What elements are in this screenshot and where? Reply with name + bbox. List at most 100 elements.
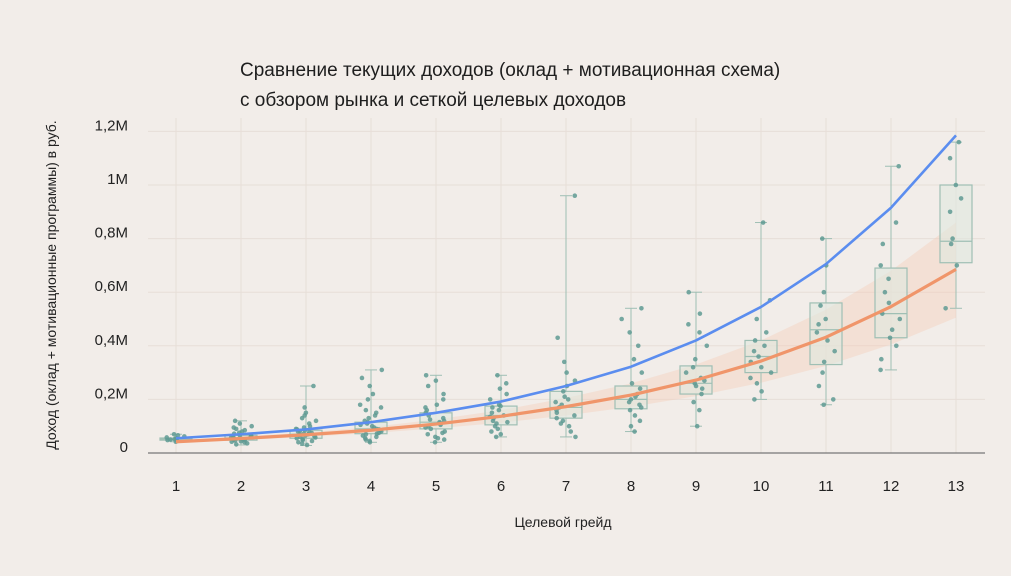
data-point — [947, 209, 953, 215]
data-point — [427, 417, 433, 422]
data-point — [313, 418, 319, 424]
data-point — [821, 402, 826, 408]
data-point — [487, 397, 493, 402]
data-point — [496, 402, 502, 408]
data-point — [423, 372, 429, 378]
data-point — [423, 405, 428, 410]
data-point — [489, 410, 495, 416]
data-point — [572, 193, 578, 199]
y-axis-label: Доход (оклад + мотивационные программы) … — [43, 120, 59, 449]
data-point — [495, 372, 500, 378]
data-point — [947, 155, 953, 161]
data-point — [425, 383, 431, 389]
data-point — [683, 370, 689, 375]
data-point — [686, 289, 692, 295]
data-point — [497, 386, 503, 391]
data-point — [639, 305, 644, 311]
y-tick-label: 0,2M — [95, 385, 128, 402]
data-point — [440, 397, 446, 402]
data-point — [632, 429, 637, 434]
data-point — [878, 367, 883, 373]
data-point — [561, 359, 567, 365]
data-point — [379, 367, 385, 373]
x-tick-label: 10 — [753, 478, 770, 495]
data-point — [560, 389, 566, 394]
data-point — [637, 386, 643, 391]
data-point — [697, 311, 703, 316]
data-point — [637, 418, 643, 424]
data-point — [299, 441, 305, 446]
data-point — [821, 289, 827, 295]
data-point — [440, 415, 446, 421]
x-tick-label: 8 — [627, 478, 635, 495]
data-point — [950, 236, 955, 241]
data-point — [759, 389, 764, 394]
data-point — [760, 220, 766, 225]
data-point — [953, 182, 959, 188]
data-point — [242, 427, 248, 433]
data-point — [816, 322, 821, 327]
x-tick-label: 9 — [692, 478, 700, 495]
data-point — [887, 335, 893, 341]
chart-title-line-1: Сравнение текущих доходов (оклад + мотив… — [240, 60, 781, 81]
data-point — [433, 378, 439, 383]
y-tick-label: 0,4M — [95, 332, 128, 349]
data-point — [943, 305, 948, 311]
data-point — [311, 383, 316, 389]
data-point — [628, 423, 634, 429]
data-point — [752, 338, 758, 343]
data-point — [237, 421, 243, 426]
data-point — [637, 402, 642, 408]
series-lines — [175, 134, 957, 444]
data-point — [886, 276, 891, 282]
data-point — [694, 423, 700, 429]
data-point — [752, 397, 757, 402]
data-point — [365, 397, 371, 402]
data-point — [441, 437, 447, 442]
data-point — [958, 196, 964, 201]
data-point — [699, 391, 704, 397]
data-point — [762, 343, 767, 349]
data-point — [493, 434, 499, 440]
x-tick-label: 5 — [432, 478, 440, 495]
x-tick-label: 1 — [172, 478, 180, 495]
data-point — [249, 423, 254, 429]
data-point — [948, 241, 954, 247]
data-point — [505, 419, 510, 425]
data-point — [699, 386, 705, 391]
data-point — [304, 442, 310, 448]
data-point — [564, 370, 569, 375]
data-point — [686, 322, 691, 327]
data-point — [954, 263, 960, 268]
data-point — [897, 316, 903, 322]
data-point — [632, 413, 638, 418]
data-point — [825, 338, 830, 343]
data-point — [697, 407, 702, 413]
data-point — [367, 438, 372, 444]
data-point — [553, 399, 558, 405]
data-point — [490, 405, 495, 410]
data-point — [565, 397, 571, 402]
data-point — [566, 423, 572, 429]
data-point — [763, 330, 769, 335]
data-point — [880, 241, 886, 247]
data-point — [627, 330, 632, 335]
data-point — [754, 381, 760, 386]
data-point — [555, 335, 560, 341]
target-line — [175, 268, 957, 444]
data-point — [832, 348, 837, 354]
data-point — [503, 381, 509, 386]
data-point — [171, 431, 177, 437]
data-point — [554, 415, 559, 421]
data-point — [893, 220, 899, 225]
data-point — [820, 370, 825, 375]
chart-title-line-2: с обзором рынка и сеткой целевых доходов — [240, 90, 627, 111]
data-point — [296, 439, 301, 445]
data-point — [821, 359, 827, 365]
data-point — [425, 431, 431, 437]
data-point — [748, 375, 753, 381]
data-point — [302, 405, 307, 410]
x-axis-label: Целевой грейд — [514, 514, 611, 530]
data-point — [373, 410, 379, 416]
